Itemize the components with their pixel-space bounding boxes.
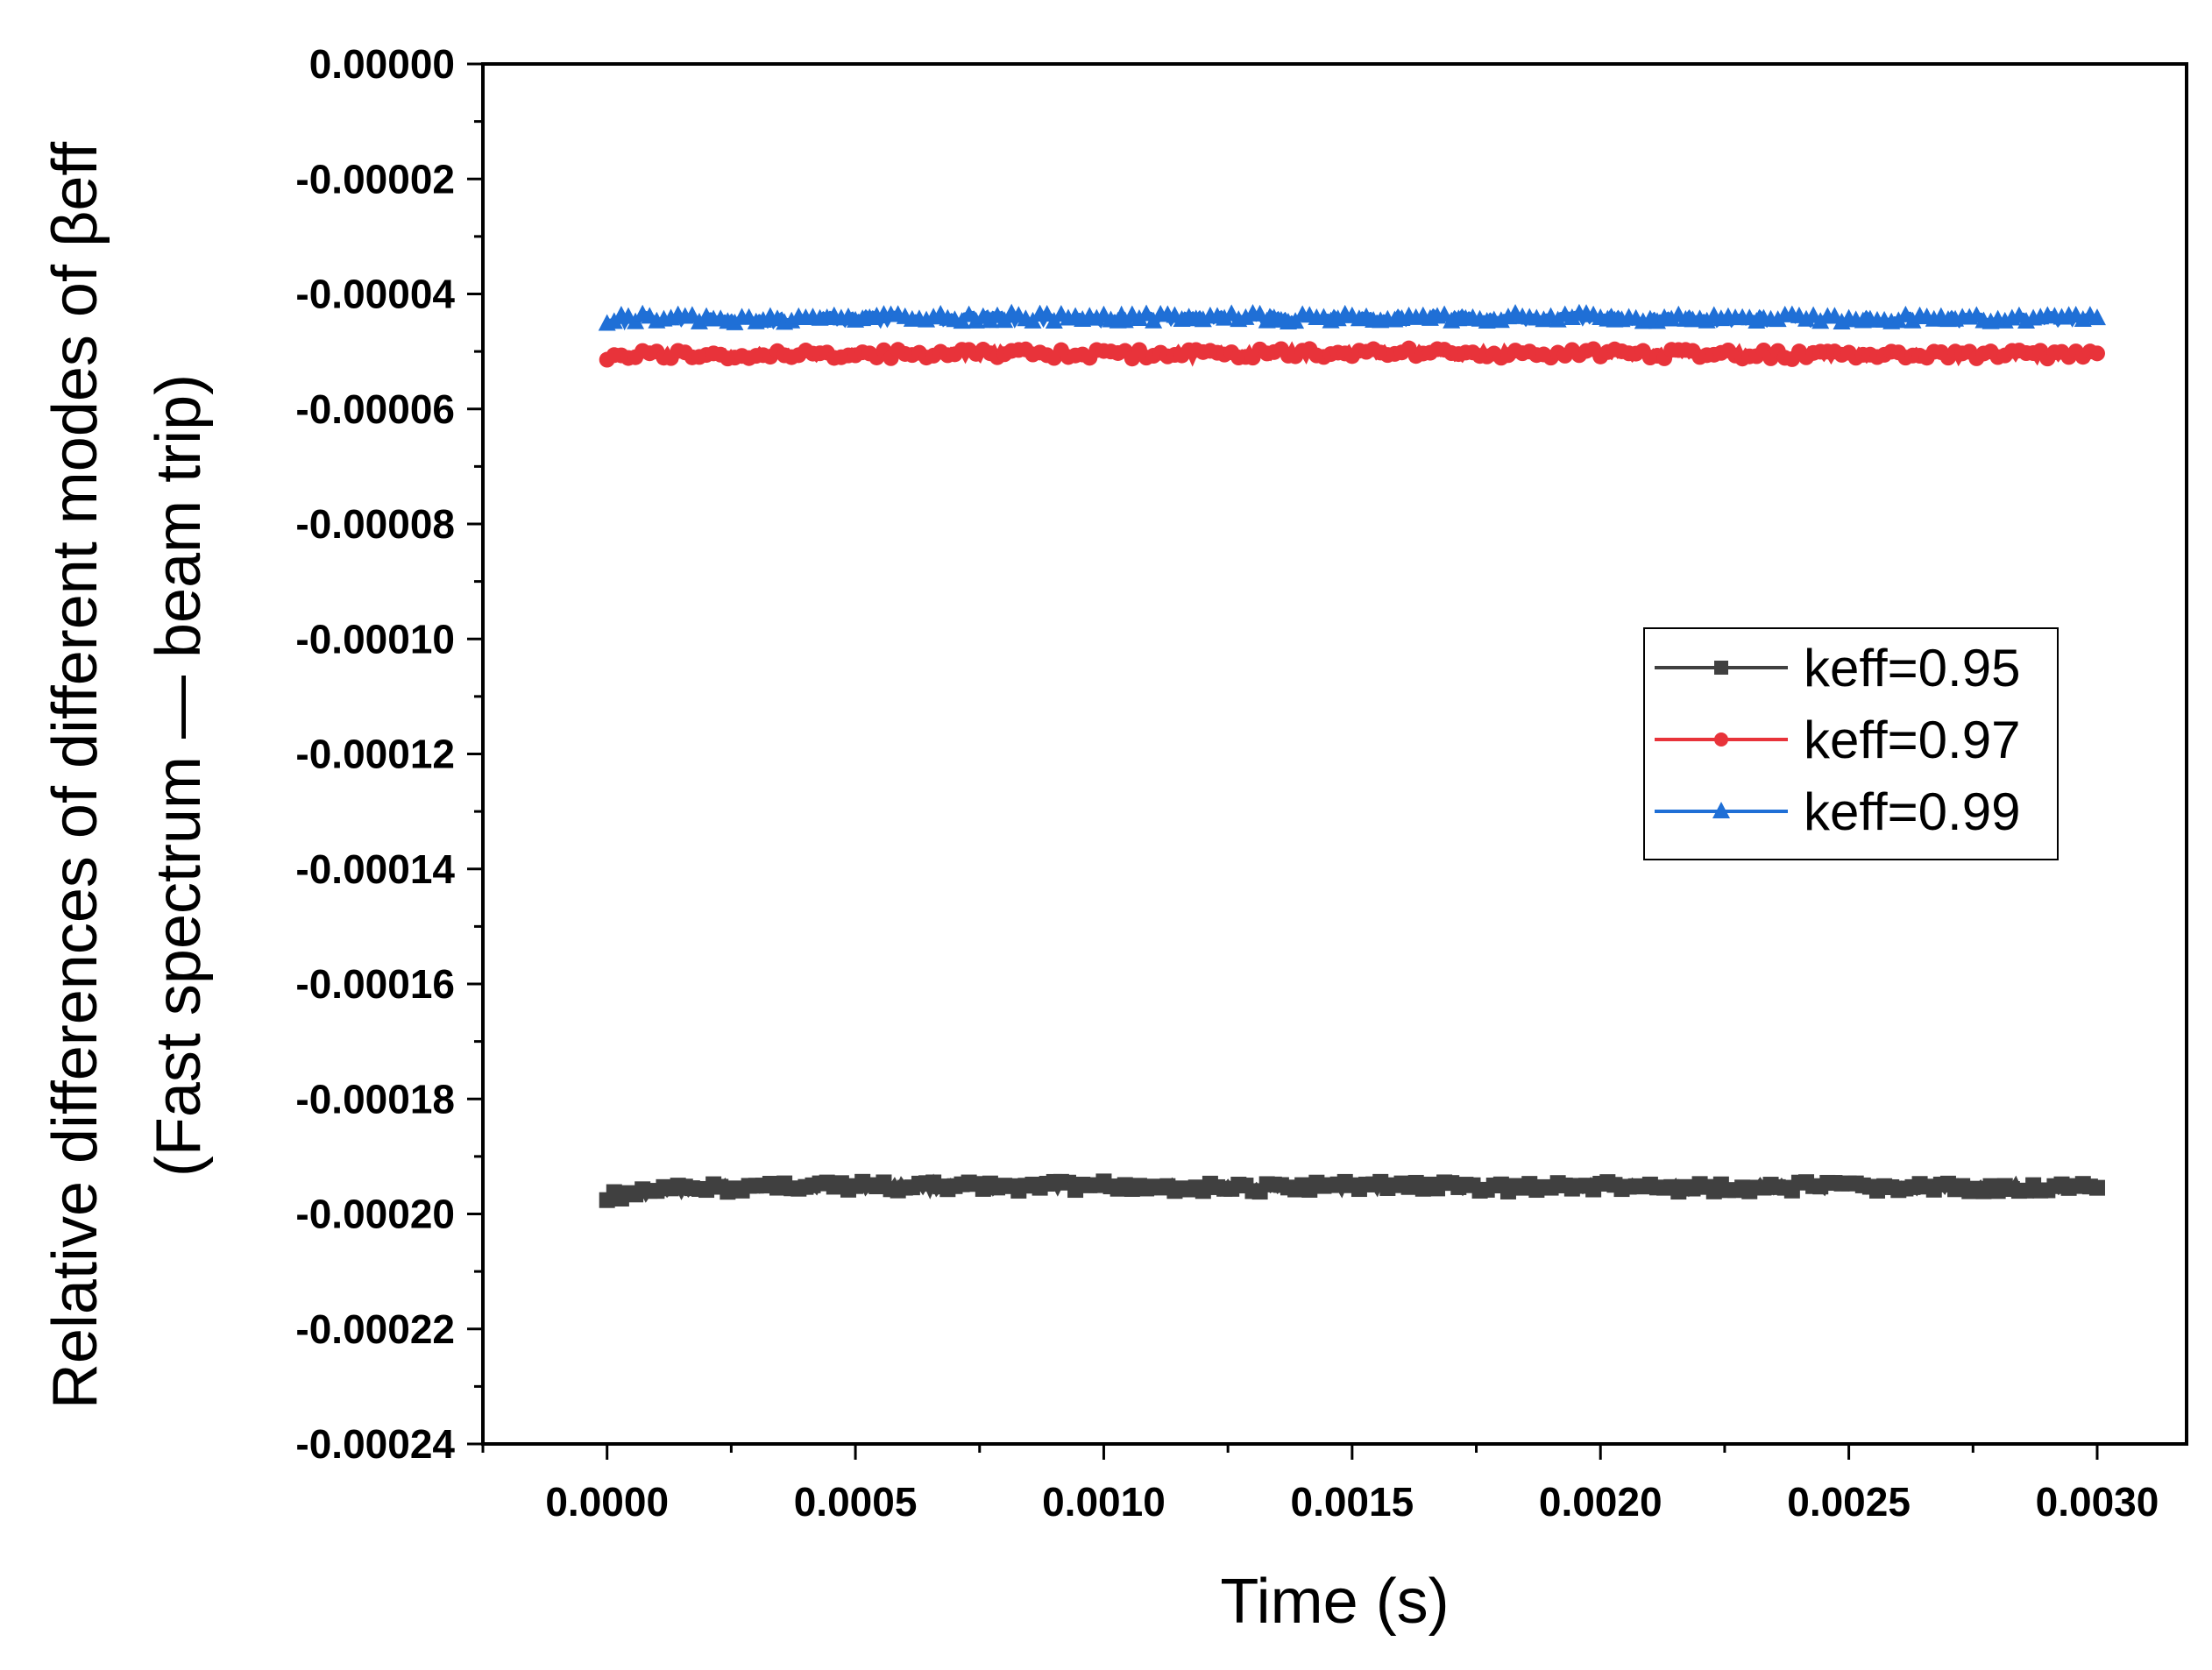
data-point bbox=[1563, 308, 1581, 325]
y-axis-title-line2: (Fast spectrum — beam trip) bbox=[144, 374, 214, 1177]
legend-marker bbox=[1714, 732, 1728, 747]
data-point bbox=[1329, 309, 1347, 327]
y-tick-label: -0.00006 bbox=[295, 386, 455, 432]
x-tick-label: 0.0015 bbox=[1290, 1479, 1414, 1525]
y-tick-label: -0.00010 bbox=[295, 616, 455, 662]
data-point bbox=[783, 311, 801, 329]
legend-marker bbox=[1712, 802, 1730, 818]
data-point bbox=[1130, 308, 1148, 326]
x-tick-label: 0.0025 bbox=[1787, 1479, 1911, 1525]
y-tick-label: -0.00012 bbox=[295, 732, 455, 777]
legend: keff=0.95 keff=0.97 keff=0.99 bbox=[1643, 627, 2059, 860]
series-keff=0.95 bbox=[599, 1173, 2105, 1208]
series-keff=0.99 bbox=[598, 303, 2106, 331]
y-tick-label: -0.00024 bbox=[295, 1421, 455, 1467]
y-tick-label: -0.00020 bbox=[295, 1192, 455, 1237]
y-tick-label: -0.00014 bbox=[295, 846, 455, 892]
x-tick-label: 0.0030 bbox=[2036, 1479, 2159, 1525]
data-point bbox=[1769, 310, 1787, 328]
x-tick-label: 0.0005 bbox=[794, 1479, 918, 1525]
data-point bbox=[2088, 308, 2106, 326]
y-axis-title: Relative differences of different modes … bbox=[40, 141, 110, 1409]
data-point bbox=[2088, 345, 2105, 362]
x-tick-label: 0.0020 bbox=[1539, 1479, 1663, 1525]
y-tick-label: -0.00018 bbox=[295, 1076, 455, 1122]
legend-marker bbox=[1714, 661, 1728, 675]
legend-label: keff=0.95 bbox=[1804, 639, 2020, 697]
legend-label: keff=0.97 bbox=[1804, 711, 2020, 769]
y-tick-label: -0.00004 bbox=[295, 272, 455, 317]
y-tick-label: -0.00008 bbox=[295, 501, 455, 547]
data-point bbox=[2074, 309, 2092, 327]
x-axis-title: Time (s) bbox=[1220, 1567, 1449, 1637]
x-tick-label: 0.0000 bbox=[545, 1479, 669, 1525]
data-point bbox=[1811, 312, 1830, 329]
legend-items: keff=0.95 keff=0.97 keff=0.99 bbox=[1655, 639, 2020, 841]
y-tick-label: -0.00016 bbox=[295, 961, 455, 1007]
legend-label: keff=0.99 bbox=[1804, 782, 2020, 841]
y-tick-label: -0.00022 bbox=[295, 1306, 455, 1352]
data-point bbox=[2088, 1179, 2105, 1196]
data-point bbox=[981, 311, 999, 329]
series-keff=0.97 bbox=[599, 340, 2105, 368]
series-layer bbox=[598, 303, 2106, 1208]
y-tick-label: 0.00000 bbox=[309, 41, 455, 87]
data-point bbox=[1216, 308, 1234, 326]
data-point bbox=[1237, 308, 1255, 325]
ticks-layer: 0.00000 -0.00002 -0.00004 -0.00006 -0.00008 -… bbox=[295, 41, 2159, 1525]
y-tick-label: -0.00002 bbox=[295, 156, 455, 202]
data-point bbox=[967, 311, 985, 329]
x-tick-label: 0.0010 bbox=[1042, 1479, 1166, 1525]
